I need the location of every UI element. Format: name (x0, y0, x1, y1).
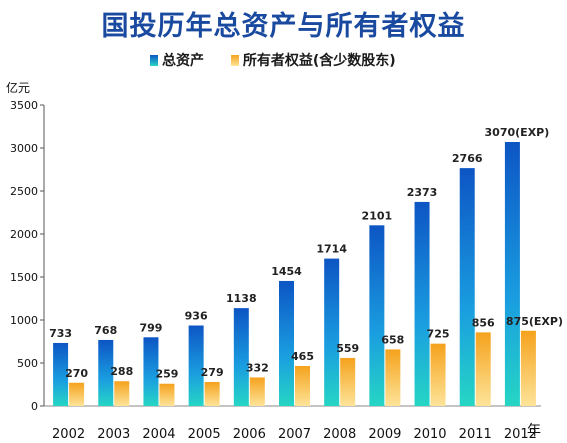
data-label-equity: 332 (246, 361, 269, 374)
data-label-total-assets: 2766 (452, 152, 483, 165)
data-label-equity: 259 (155, 368, 178, 381)
data-label-equity: 725 (427, 328, 450, 341)
y-tick-label: 3000 (10, 142, 38, 155)
data-label-total-assets: 733 (49, 327, 72, 340)
bar-total-assets (414, 201, 430, 406)
bar-total-assets (279, 280, 294, 406)
bar-total-assets (53, 342, 69, 406)
x-axis-unit: 年 (527, 423, 541, 439)
data-label-equity: 658 (381, 333, 404, 346)
data-label-equity: 279 (201, 366, 224, 379)
y-tick-label: 2500 (10, 185, 38, 198)
bar-total-assets (459, 168, 475, 406)
bar-equity (69, 382, 85, 406)
data-label-equity: 270 (65, 367, 88, 380)
bar-total-assets (504, 141, 520, 407)
data-label-total-assets: 1454 (271, 265, 302, 278)
x-tick-label: 2002 (52, 427, 85, 442)
x-tick-label: 2004 (142, 427, 175, 442)
bar-equity (340, 357, 356, 406)
x-tick-label: 2012 (504, 427, 537, 442)
y-tick-label: 2000 (10, 228, 38, 241)
legend-label-equity: 所有者权益(含少数股东) (242, 53, 396, 69)
data-label-total-assets: 1714 (316, 243, 347, 256)
chart-title: 国投历年总资产与所有者权益 (101, 11, 466, 42)
x-tick-label: 2008 (323, 427, 356, 442)
x-tick-label: 2009 (368, 427, 401, 442)
bar-equity (385, 349, 401, 406)
data-label-equity: 875(EXP) (506, 315, 563, 328)
bar-equity (114, 381, 130, 406)
data-label-equity: 856 (472, 316, 495, 329)
bar-total-assets (369, 225, 385, 406)
y-tick-label: 0 (31, 400, 38, 413)
bar-total-assets (233, 308, 249, 406)
data-label-total-assets: 1138 (226, 292, 257, 305)
bar-total-assets (98, 339, 114, 406)
data-label-total-assets: 768 (94, 324, 117, 337)
legend-item-equity: 所有者权益(含少数股东) (230, 50, 396, 70)
bar-equity (249, 377, 265, 406)
legend-swatch-total-assets (150, 55, 158, 66)
y-tick-label: 1500 (10, 271, 38, 284)
bar-equity (159, 383, 175, 406)
x-tick-label: 2003 (97, 427, 130, 442)
legend-swatch-equity (230, 55, 239, 66)
data-label-total-assets: 3070(EXP) (485, 126, 550, 139)
bar-equity (475, 332, 491, 406)
bar-total-assets (143, 337, 159, 406)
legend: 总资产 所有者权益(含少数股东) (150, 50, 418, 70)
bar-total-assets (324, 258, 340, 406)
data-label-total-assets: 2101 (362, 209, 393, 222)
x-tick-label: 2007 (278, 427, 311, 442)
bar-equity (430, 343, 446, 406)
x-tick-label: 2010 (413, 427, 446, 442)
y-tick-label: 1000 (10, 314, 38, 327)
data-label-total-assets: 2373 (407, 186, 438, 199)
x-tick-label: 2011 (459, 427, 492, 442)
x-tick-label: 2005 (188, 427, 221, 442)
bar-equity (204, 382, 220, 406)
data-label-equity: 288 (110, 365, 133, 378)
y-tick-label: 3500 (10, 99, 38, 112)
bar-equity (295, 366, 310, 406)
data-label-equity: 465 (291, 350, 314, 363)
legend-label-total-assets: 总资产 (162, 53, 204, 69)
y-axis-unit: 亿元 (6, 81, 31, 95)
data-label-total-assets: 936 (185, 310, 208, 323)
data-label-total-assets: 799 (139, 321, 162, 334)
x-tick-label: 2006 (233, 427, 266, 442)
y-tick-label: 500 (17, 357, 38, 370)
legend-item-total-assets: 总资产 (150, 50, 204, 70)
data-label-equity: 559 (336, 342, 359, 355)
bar-equity (520, 330, 536, 406)
bar-total-assets (188, 325, 204, 406)
